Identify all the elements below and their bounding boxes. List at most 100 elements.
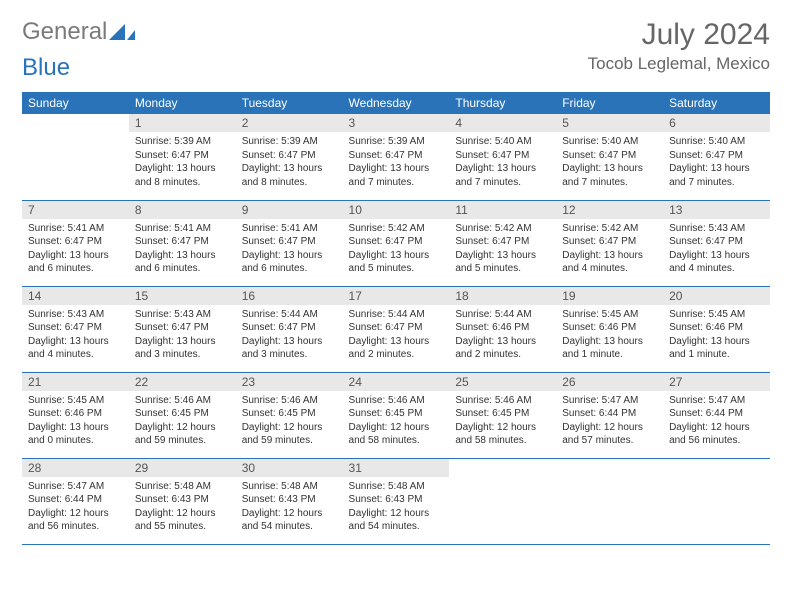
calendar-day-cell: 20Sunrise: 5:45 AMSunset: 6:46 PMDayligh… (663, 286, 770, 372)
sunrise-text: Sunrise: 5:40 AM (669, 135, 764, 149)
day-number: 27 (663, 373, 770, 391)
day-body: Sunrise: 5:46 AMSunset: 6:45 PMDaylight:… (449, 391, 556, 452)
day-body: Sunrise: 5:48 AMSunset: 6:43 PMDaylight:… (343, 477, 450, 538)
month-title: July 2024 (588, 18, 770, 52)
day-number: 18 (449, 287, 556, 305)
sunset-text: Sunset: 6:45 PM (455, 407, 550, 421)
daylight-text: Daylight: 13 hours and 8 minutes. (135, 162, 230, 189)
sunset-text: Sunset: 6:46 PM (562, 321, 657, 335)
sunrise-text: Sunrise: 5:43 AM (669, 222, 764, 236)
sunset-text: Sunset: 6:47 PM (349, 321, 444, 335)
day-number: 26 (556, 373, 663, 391)
daylight-text: Daylight: 13 hours and 5 minutes. (349, 249, 444, 276)
sunset-text: Sunset: 6:47 PM (455, 149, 550, 163)
sunset-text: Sunset: 6:47 PM (242, 321, 337, 335)
day-body: Sunrise: 5:44 AMSunset: 6:47 PMDaylight:… (343, 305, 450, 366)
calendar-week-row: 14Sunrise: 5:43 AMSunset: 6:47 PMDayligh… (22, 286, 770, 372)
day-header: Thursday (449, 92, 556, 114)
logo-text-blue: Blue (22, 54, 70, 81)
daylight-text: Daylight: 13 hours and 7 minutes. (669, 162, 764, 189)
sunrise-text: Sunrise: 5:44 AM (242, 308, 337, 322)
calendar-day-cell: 26Sunrise: 5:47 AMSunset: 6:44 PMDayligh… (556, 372, 663, 458)
daylight-text: Daylight: 13 hours and 2 minutes. (349, 335, 444, 362)
calendar-week-row: 7Sunrise: 5:41 AMSunset: 6:47 PMDaylight… (22, 200, 770, 286)
daylight-text: Daylight: 12 hours and 57 minutes. (562, 421, 657, 448)
day-number: 4 (449, 114, 556, 132)
calendar-day-cell: 4Sunrise: 5:40 AMSunset: 6:47 PMDaylight… (449, 114, 556, 200)
sunset-text: Sunset: 6:47 PM (669, 149, 764, 163)
day-number: 7 (22, 201, 129, 219)
daylight-text: Daylight: 12 hours and 58 minutes. (349, 421, 444, 448)
day-body: Sunrise: 5:39 AMSunset: 6:47 PMDaylight:… (129, 132, 236, 193)
day-number (22, 114, 129, 118)
day-body: Sunrise: 5:46 AMSunset: 6:45 PMDaylight:… (236, 391, 343, 452)
calendar-day-cell: 21Sunrise: 5:45 AMSunset: 6:46 PMDayligh… (22, 372, 129, 458)
day-body: Sunrise: 5:46 AMSunset: 6:45 PMDaylight:… (343, 391, 450, 452)
day-body: Sunrise: 5:40 AMSunset: 6:47 PMDaylight:… (663, 132, 770, 193)
day-number: 23 (236, 373, 343, 391)
sunrise-text: Sunrise: 5:44 AM (455, 308, 550, 322)
sunset-text: Sunset: 6:46 PM (669, 321, 764, 335)
calendar-day-cell: 25Sunrise: 5:46 AMSunset: 6:45 PMDayligh… (449, 372, 556, 458)
calendar-week-row: 28Sunrise: 5:47 AMSunset: 6:44 PMDayligh… (22, 458, 770, 544)
day-number: 25 (449, 373, 556, 391)
day-number: 28 (22, 459, 129, 477)
day-body: Sunrise: 5:47 AMSunset: 6:44 PMDaylight:… (556, 391, 663, 452)
day-number: 30 (236, 459, 343, 477)
sunset-text: Sunset: 6:43 PM (349, 493, 444, 507)
day-number: 6 (663, 114, 770, 132)
daylight-text: Daylight: 13 hours and 4 minutes. (669, 249, 764, 276)
day-number (663, 459, 770, 463)
daylight-text: Daylight: 13 hours and 6 minutes. (242, 249, 337, 276)
daylight-text: Daylight: 12 hours and 55 minutes. (135, 507, 230, 534)
day-header: Tuesday (236, 92, 343, 114)
day-body: Sunrise: 5:47 AMSunset: 6:44 PMDaylight:… (663, 391, 770, 452)
day-number: 21 (22, 373, 129, 391)
day-number: 2 (236, 114, 343, 132)
day-body: Sunrise: 5:42 AMSunset: 6:47 PMDaylight:… (343, 219, 450, 280)
sunset-text: Sunset: 6:46 PM (455, 321, 550, 335)
day-body: Sunrise: 5:45 AMSunset: 6:46 PMDaylight:… (22, 391, 129, 452)
calendar-day-cell (22, 114, 129, 200)
calendar-day-cell: 3Sunrise: 5:39 AMSunset: 6:47 PMDaylight… (343, 114, 450, 200)
day-body: Sunrise: 5:48 AMSunset: 6:43 PMDaylight:… (129, 477, 236, 538)
daylight-text: Daylight: 13 hours and 6 minutes. (135, 249, 230, 276)
sunrise-text: Sunrise: 5:39 AM (135, 135, 230, 149)
sunrise-text: Sunrise: 5:46 AM (349, 394, 444, 408)
logo: General (22, 18, 135, 46)
calendar-day-cell: 28Sunrise: 5:47 AMSunset: 6:44 PMDayligh… (22, 458, 129, 544)
calendar-day-cell: 29Sunrise: 5:48 AMSunset: 6:43 PMDayligh… (129, 458, 236, 544)
calendar-week-row: 21Sunrise: 5:45 AMSunset: 6:46 PMDayligh… (22, 372, 770, 458)
calendar-day-cell: 24Sunrise: 5:46 AMSunset: 6:45 PMDayligh… (343, 372, 450, 458)
calendar-day-cell: 15Sunrise: 5:43 AMSunset: 6:47 PMDayligh… (129, 286, 236, 372)
day-number (556, 459, 663, 463)
calendar-day-cell: 14Sunrise: 5:43 AMSunset: 6:47 PMDayligh… (22, 286, 129, 372)
daylight-text: Daylight: 12 hours and 54 minutes. (242, 507, 337, 534)
sunrise-text: Sunrise: 5:47 AM (28, 480, 123, 494)
calendar-day-cell (663, 458, 770, 544)
day-number: 5 (556, 114, 663, 132)
day-body: Sunrise: 5:40 AMSunset: 6:47 PMDaylight:… (449, 132, 556, 193)
day-number: 14 (22, 287, 129, 305)
daylight-text: Daylight: 13 hours and 3 minutes. (135, 335, 230, 362)
day-number: 24 (343, 373, 450, 391)
day-header: Sunday (22, 92, 129, 114)
sunrise-text: Sunrise: 5:45 AM (669, 308, 764, 322)
calendar-day-cell: 31Sunrise: 5:48 AMSunset: 6:43 PMDayligh… (343, 458, 450, 544)
sunrise-text: Sunrise: 5:41 AM (28, 222, 123, 236)
calendar-day-cell: 8Sunrise: 5:41 AMSunset: 6:47 PMDaylight… (129, 200, 236, 286)
calendar-day-cell: 19Sunrise: 5:45 AMSunset: 6:46 PMDayligh… (556, 286, 663, 372)
calendar-day-cell: 17Sunrise: 5:44 AMSunset: 6:47 PMDayligh… (343, 286, 450, 372)
day-number: 1 (129, 114, 236, 132)
calendar-day-cell: 5Sunrise: 5:40 AMSunset: 6:47 PMDaylight… (556, 114, 663, 200)
calendar-table: Sunday Monday Tuesday Wednesday Thursday… (22, 92, 770, 545)
sunset-text: Sunset: 6:43 PM (242, 493, 337, 507)
daylight-text: Daylight: 13 hours and 1 minute. (562, 335, 657, 362)
calendar-day-cell: 23Sunrise: 5:46 AMSunset: 6:45 PMDayligh… (236, 372, 343, 458)
day-number: 31 (343, 459, 450, 477)
day-number: 3 (343, 114, 450, 132)
sunrise-text: Sunrise: 5:48 AM (242, 480, 337, 494)
sunset-text: Sunset: 6:47 PM (135, 321, 230, 335)
calendar-day-cell: 9Sunrise: 5:41 AMSunset: 6:47 PMDaylight… (236, 200, 343, 286)
daylight-text: Daylight: 12 hours and 59 minutes. (135, 421, 230, 448)
